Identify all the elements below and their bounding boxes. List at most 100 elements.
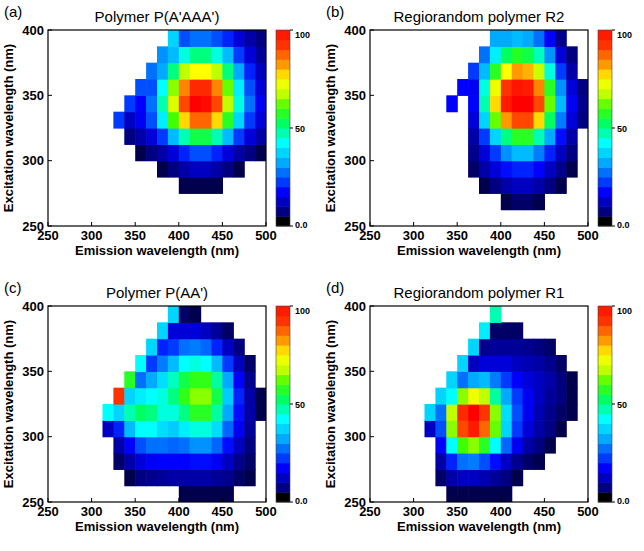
heat-cell (501, 63, 513, 80)
colorbar-tick (612, 226, 615, 227)
heat-cell (222, 371, 234, 388)
heat-cell (179, 46, 191, 63)
heat-cell (212, 355, 224, 372)
heat-cell (555, 30, 567, 47)
heat-cell (566, 95, 578, 112)
heat-cell (381, 112, 393, 129)
colorbar-band (598, 463, 612, 473)
heat-cell (59, 63, 71, 80)
y-tick (48, 436, 52, 437)
heat-cell (103, 193, 115, 210)
heat-cell (59, 486, 71, 502)
heat-cell (468, 128, 480, 145)
frame (370, 306, 588, 502)
heat-cell (566, 469, 578, 486)
heat-cell (403, 63, 415, 80)
heat-cell (81, 371, 93, 388)
heat-cell (48, 339, 60, 356)
heat-cell (255, 63, 266, 80)
heat-cell (479, 144, 491, 161)
heat-cell (124, 306, 136, 323)
heat-cell (381, 404, 393, 421)
frame (48, 30, 266, 226)
heat-cell (103, 355, 115, 372)
heat-cell (233, 339, 245, 356)
heat-cell (534, 112, 546, 129)
heat-cell (544, 322, 556, 339)
x-tick-label: 450 (212, 504, 234, 519)
heat-cell (168, 453, 180, 470)
heat-cell (135, 128, 147, 145)
heat-cell (381, 355, 393, 372)
heat-cell (212, 63, 224, 80)
heat-cell (212, 30, 224, 47)
heat-cell (135, 144, 147, 161)
heat-cell (381, 469, 393, 486)
heat-cell (566, 128, 578, 145)
heat-cell (81, 30, 93, 47)
heat-cell (48, 420, 60, 437)
heat-cell (212, 322, 224, 339)
heat-cell (577, 210, 588, 226)
heat-cell (233, 128, 245, 145)
heat-cell (446, 210, 458, 226)
heat-cell (435, 388, 447, 405)
heat-cell (81, 388, 93, 405)
heat-cell (555, 388, 567, 405)
heat-cell (501, 46, 513, 63)
heat-cell (457, 210, 469, 226)
heat-cell (233, 193, 245, 210)
colorbar-band (276, 424, 290, 434)
heat-cell (425, 404, 437, 421)
heat-cell (457, 306, 469, 323)
colorbar-band (598, 128, 612, 138)
heat-cell (157, 193, 169, 210)
heat-cell (392, 144, 404, 161)
heat-cell (446, 486, 458, 502)
heat-cell (425, 128, 437, 145)
x-tick (178, 222, 179, 226)
heat-cell (370, 486, 382, 502)
heat-cell (103, 30, 115, 47)
heat-cell (168, 322, 180, 339)
heat-cell (534, 193, 546, 210)
y-tick (370, 371, 374, 372)
colorbar-band (598, 433, 612, 443)
heat-cell (201, 355, 213, 372)
heat-cell (435, 469, 447, 486)
heat-cell (157, 486, 169, 502)
heat-cell (244, 63, 256, 80)
colorbar-band (598, 424, 612, 434)
heat-cell (414, 210, 426, 226)
heat-cell (190, 355, 202, 372)
heat-cell (113, 371, 125, 388)
heat-cell (157, 46, 169, 63)
x-tick-label: 400 (168, 228, 190, 243)
heat-cell (59, 355, 71, 372)
heat-cell (577, 193, 588, 210)
heat-cell (212, 144, 224, 161)
heat-cell (124, 486, 136, 502)
y-tick (370, 160, 374, 161)
heat-cell (577, 437, 588, 454)
heat-cell (190, 30, 202, 47)
y-tick-label: 250 (344, 219, 366, 234)
cells (370, 30, 588, 226)
heat-cell (103, 388, 115, 405)
x-tick (413, 222, 414, 226)
heat-cell (534, 46, 546, 63)
heat-cell (233, 437, 245, 454)
heat-cell (414, 193, 426, 210)
heat-cell (544, 339, 556, 356)
heat-cell (255, 339, 266, 356)
heat-cell (425, 453, 437, 470)
heat-cell (92, 322, 104, 339)
heat-cell (168, 404, 180, 421)
heat-cell (468, 355, 480, 372)
heat-cell (190, 371, 202, 388)
heat-cell (392, 453, 404, 470)
heat-cell (512, 193, 524, 210)
heat-cell (59, 453, 71, 470)
heat-cell (244, 177, 256, 194)
heat-cell (425, 371, 437, 388)
